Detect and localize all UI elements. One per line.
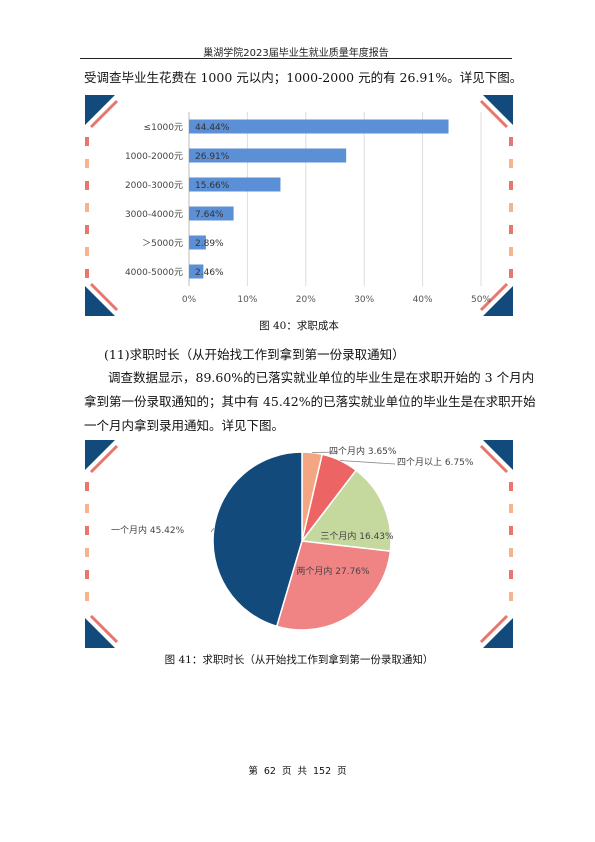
frame-stripe — [509, 526, 513, 535]
body-line-2: 拿到第一份录取通知的；其中有 45.42%的已落实就业单位的毕业生是在求职开始 — [84, 394, 536, 409]
frame-stripe — [85, 269, 89, 278]
page-footer: 第 62 页共 152 页 — [0, 763, 595, 777]
leader-line — [312, 451, 339, 453]
frame-accent — [479, 282, 509, 312]
frame-stripe — [85, 181, 89, 190]
frame-stripe — [509, 181, 513, 190]
frame-corner — [483, 95, 513, 125]
figure-40-frame: 0% 10% 20% 30% 40% 50% ≤1000元 44.44% 1000-2000元 2… — [85, 95, 513, 316]
header-divider — [80, 58, 512, 59]
frame-stripe — [85, 526, 89, 535]
bar — [189, 206, 234, 221]
bar — [189, 235, 206, 250]
frame-stripe — [85, 225, 89, 234]
frame-stripe — [509, 203, 513, 212]
slice-label: 四个月以上 6.75% — [397, 457, 474, 468]
category-label: 3000-4000元 — [125, 210, 183, 220]
footer-mid2: 共 — [297, 766, 307, 777]
figure-41-frame: 四个月内 3.65% 四个月以上 6.75% 三个月内 16.43% 两个月内 27.… — [85, 440, 513, 648]
frame-accent — [479, 444, 509, 474]
slice-label: 两个月内 27.76% — [296, 565, 370, 577]
section-title: (11)求职时长（从开始找工作到拿到第一份录取通知） — [104, 347, 405, 362]
figure-41-caption: 图 41：求职时长（从开始找工作到拿到第一份录取通知） — [164, 654, 434, 666]
frame-stripe — [509, 225, 513, 234]
page-header: 巢湖学院2023届毕业生就业质量年度报告 — [203, 48, 389, 59]
frame-stripe — [509, 137, 513, 146]
x-tick-label: 30% — [354, 295, 374, 305]
footer-suffix: 页 — [337, 766, 347, 777]
frame-accent — [89, 614, 119, 644]
frame-stripe — [85, 548, 89, 557]
pie-slice — [212, 451, 303, 628]
category-label: 4000-5000元 — [125, 268, 183, 278]
frame-stripe — [85, 482, 89, 491]
frame-stripe — [85, 504, 89, 513]
frame-stripe — [85, 159, 89, 168]
bar — [189, 264, 204, 279]
x-tick-label: 0% — [182, 295, 197, 305]
x-tick-label: 10% — [237, 295, 257, 305]
footer-mid1: 页 — [281, 766, 292, 777]
figure-40-caption: 图 40：求职成本 — [259, 320, 339, 332]
frame-stripe — [509, 592, 513, 601]
frame-stripe — [85, 203, 89, 212]
body-line-1: 调查数据显示，89.60%的已落实就业单位的毕业生是在求职开始的 3 个月内 — [108, 370, 535, 385]
slice-label: 一个月内 45.42% — [111, 524, 185, 536]
leader-line — [210, 527, 215, 533]
frame-stripe — [509, 504, 513, 513]
frame-accent — [89, 282, 119, 312]
footer-prefix: 第 — [248, 766, 258, 777]
data-label: 2.89% — [195, 239, 224, 249]
frame-stripe — [85, 592, 89, 601]
frame-stripe — [509, 247, 513, 256]
decorative-frame — [85, 440, 513, 648]
frame-stripe — [85, 137, 89, 146]
frame-stripe — [509, 570, 513, 579]
x-tick-label: 20% — [296, 295, 316, 305]
bar — [189, 177, 281, 192]
body-line-3: 一个月内拿到录用通知。详见下图。 — [84, 418, 285, 433]
data-label: 15.66% — [195, 181, 230, 191]
page-number: 62 — [263, 766, 276, 777]
x-tick-label: 40% — [413, 295, 433, 305]
frame-corner — [85, 95, 115, 125]
pie-chart: 四个月内 3.65%四个月以上 6.75% 三个月内 16.43% 两个月内 27.… — [111, 445, 474, 631]
frame-accent — [479, 614, 509, 644]
leader-line — [339, 460, 396, 465]
frame-corner — [85, 440, 115, 470]
data-label: 44.44% — [195, 123, 230, 133]
pie-slice — [275, 540, 392, 631]
frame-stripe — [85, 570, 89, 579]
frame-corner — [483, 440, 513, 470]
category-label: ≤1000元 — [144, 123, 183, 133]
bar-chart: 0% 10% 20% 30% 40% 50% ≤1000元 44.44% 1000-2000元 2… — [125, 112, 491, 305]
intro-text: 受调查毕业生花费在 1000 元以内；1000-2000 元的有 26.91%。… — [84, 70, 523, 85]
category-label: ＞5000元 — [142, 239, 183, 249]
data-label: 7.64% — [195, 210, 224, 220]
frame-corner — [85, 286, 115, 316]
frame-stripe — [509, 482, 513, 491]
data-label: 26.91% — [195, 152, 230, 162]
category-label: 2000-3000元 — [125, 181, 183, 191]
decorative-frame — [85, 95, 513, 316]
category-label: 1000-2000元 — [125, 152, 183, 162]
x-tick-label: 50% — [471, 295, 491, 305]
bar — [189, 119, 449, 134]
frame-stripe — [85, 247, 89, 256]
frame-corner — [85, 618, 115, 648]
frame-stripe — [509, 159, 513, 168]
frame-stripe — [509, 269, 513, 278]
slice-label: 三个月内 16.43% — [320, 530, 394, 542]
frame-accent — [479, 99, 509, 129]
data-label: 2.46% — [195, 268, 224, 278]
total-pages: 152 — [312, 766, 332, 777]
frame-accent — [89, 99, 119, 129]
frame-corner — [483, 618, 513, 648]
frame-corner — [483, 286, 513, 316]
bar — [189, 148, 347, 163]
frame-stripe — [509, 548, 513, 557]
pie-slice — [300, 469, 392, 553]
frame-accent — [89, 444, 119, 474]
slice-label: 四个月内 3.65% — [329, 445, 397, 457]
